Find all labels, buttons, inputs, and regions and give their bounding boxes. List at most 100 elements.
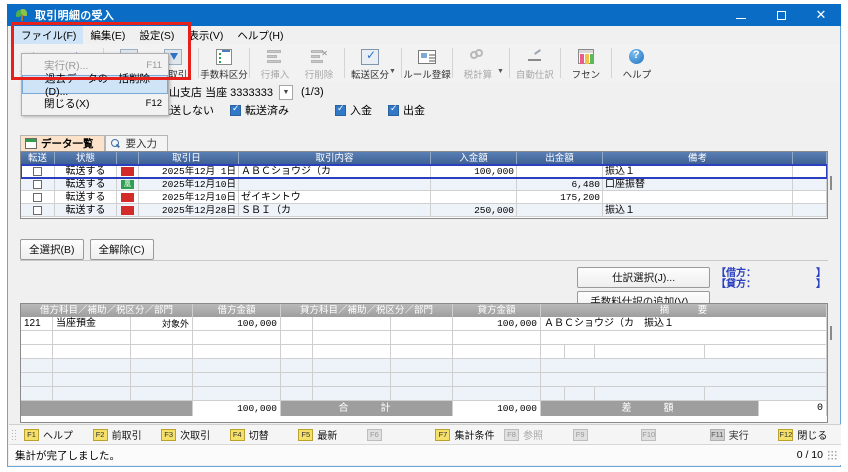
credit-amount: 100,000 bbox=[453, 317, 541, 331]
fkey-f3-label: 次取引 bbox=[180, 431, 211, 442]
row-checkbox[interactable] bbox=[21, 178, 55, 191]
journal-row[interactable] bbox=[21, 359, 827, 373]
menu-item-close[interactable]: 閉じる(X) F12 bbox=[22, 94, 168, 113]
toolbar-transfer-category[interactable]: 転送区分 bbox=[348, 46, 392, 82]
difference-label: 差 額 bbox=[541, 401, 759, 416]
row-deposit bbox=[431, 178, 517, 191]
journal-note: ＡＢＣショウジ（カ 振込１ bbox=[541, 317, 827, 331]
fkey-f4[interactable]: F4 切替 bbox=[224, 427, 293, 442]
fkey-f1-label: ヘルプ bbox=[43, 431, 73, 442]
menu-item-bulk-delete-past-data[interactable]: 過去データの一括削除(D)... bbox=[22, 73, 168, 98]
row-checkbox[interactable] bbox=[21, 191, 55, 204]
status-message: 集計が完了しました。 bbox=[15, 449, 120, 462]
maximize-icon[interactable] bbox=[761, 4, 801, 26]
filter-withdrawal[interactable]: 出金 bbox=[388, 102, 425, 118]
credit-name bbox=[313, 317, 391, 331]
menu-file[interactable]: ファイル(F) bbox=[14, 25, 84, 45]
menu-edit[interactable]: 編集(E) bbox=[90, 29, 126, 42]
toolbar-delete-row[interactable]: ✕ 行削除 bbox=[297, 46, 341, 82]
toolbar-sticky-note[interactable]: フセン bbox=[564, 46, 608, 82]
fkey-f7[interactable]: F7 集計条件 bbox=[429, 427, 498, 442]
row-date: 2025年12月10日 bbox=[139, 178, 239, 191]
row-flag bbox=[117, 165, 139, 178]
table-row[interactable]: 転送する 2025年12月28日 ＳＢＩ（カ 250,000 振込１ bbox=[21, 204, 827, 217]
chevron-down-icon[interactable]: ▼ bbox=[496, 67, 504, 75]
fkey-f9-key: F9 bbox=[572, 428, 588, 441]
toolbar-fee-category[interactable]: 手数料区分 bbox=[200, 46, 248, 82]
fkey-f3[interactable]: F3 次取引 bbox=[155, 427, 224, 442]
chevron-down-icon[interactable]: ▼ bbox=[279, 84, 293, 100]
journal-grid-header: 借方科目／補助／税区分／部門 借方金額 貸方科目／補助／税区分／部門 貸方金額 … bbox=[21, 304, 827, 317]
fkey-f10-key: F10 bbox=[641, 428, 657, 441]
column-date: 取引日 bbox=[139, 152, 239, 165]
journal-row[interactable] bbox=[21, 373, 827, 387]
total-label: 合 計 bbox=[281, 401, 453, 416]
table-row[interactable]: 転送する 2025年12月10日 ゼイキントウ 175,200 bbox=[21, 191, 827, 204]
fkey-f11: F11 実行 bbox=[704, 427, 773, 442]
toolbar-auto-journal[interactable]: 自動仕訳 bbox=[513, 46, 557, 82]
menu-settings[interactable]: 設定(S) bbox=[139, 29, 175, 42]
journal-row[interactable] bbox=[21, 345, 827, 359]
toolbar-rule-register[interactable]: ルール登録 bbox=[403, 46, 451, 82]
journal-row[interactable] bbox=[21, 387, 827, 401]
row-checkbox[interactable] bbox=[21, 165, 55, 178]
row-checkbox[interactable] bbox=[21, 204, 55, 217]
table-row[interactable]: 転送する 2025年12月 1日 ＡＢＣショウジ（カ 100,000 振込１ bbox=[21, 164, 827, 179]
fkey-f12[interactable]: F12 閉じる bbox=[772, 427, 841, 442]
close-icon[interactable]: ✕ bbox=[815, 7, 827, 23]
journal-row[interactable]: 121 当座預金 対象外 100,000 100,000 ＡＢＣショウジ（カ 振… bbox=[21, 317, 827, 331]
status-counter: 0 / 10 bbox=[796, 449, 823, 461]
toolbar-separator bbox=[249, 48, 250, 78]
tab-input-required[interactable]: 要入力 bbox=[104, 135, 168, 151]
deselect-all-button[interactable]: 全解除(C) bbox=[89, 239, 154, 260]
toolbar-delete-row-label: 行削除 bbox=[304, 70, 334, 81]
chevron-down-icon[interactable]: ▼ bbox=[389, 67, 396, 75]
fkey-f8-label: 参照 bbox=[523, 431, 544, 442]
column-description: 取引内容 bbox=[239, 152, 431, 165]
app-plant-icon bbox=[15, 8, 29, 22]
scroll-indicator[interactable] bbox=[830, 176, 832, 190]
toolbar-tax-calc[interactable]: 税計算 bbox=[456, 46, 500, 82]
journal-entry-grid[interactable]: 借方科目／補助／税区分／部門 借方金額 貸方科目／補助／税区分／部門 貸方金額 … bbox=[20, 303, 828, 423]
row-memo bbox=[603, 191, 793, 204]
fkey-f5[interactable]: F5 最新 bbox=[292, 427, 361, 442]
toolbar-tax-calc-label: 税計算 bbox=[463, 70, 493, 81]
scroll-indicator[interactable] bbox=[830, 326, 832, 340]
transaction-grid[interactable]: 転送 状態 取引日 取引内容 入金額 出金額 備考 転送する 2025年12月 … bbox=[20, 151, 828, 219]
select-journal-button[interactable]: 仕訳選択(J)... bbox=[577, 267, 710, 288]
select-all-button[interactable]: 全選択(B) bbox=[20, 239, 84, 260]
filter-transferred[interactable]: 転送済み bbox=[230, 102, 289, 118]
menu-help[interactable]: ヘルプ(H) bbox=[237, 29, 284, 42]
menu-view[interactable]: 表示(V) bbox=[188, 29, 224, 42]
drag-grip[interactable] bbox=[11, 428, 16, 441]
filter-deposit[interactable]: 入金 bbox=[335, 102, 372, 118]
filter-deposit-label: 入金 bbox=[350, 105, 372, 117]
row-description: ＡＢＣショウジ（カ bbox=[239, 165, 431, 178]
toolbar-fee-category-label: 手数料区分 bbox=[200, 70, 248, 81]
row-flag: 凰 bbox=[117, 178, 139, 191]
tab-data-list[interactable]: データ一覧 bbox=[20, 135, 105, 151]
fkey-f11-key: F11 bbox=[709, 428, 725, 441]
toolbar-insert-row-label: 行挿入 bbox=[260, 70, 290, 81]
resize-grip-icon[interactable] bbox=[827, 450, 837, 460]
row-withdrawal bbox=[517, 165, 603, 178]
row-deposit: 250,000 bbox=[431, 204, 517, 217]
row-date: 2025年12月28日 bbox=[139, 204, 239, 217]
file-menu-popup[interactable]: 実行(R)... F11 過去データの一括削除(D)... 閉じる(X) F12 bbox=[21, 53, 169, 116]
fkey-f2-label: 前取引 bbox=[111, 431, 142, 442]
checkbox-icon bbox=[388, 103, 399, 116]
journal-row[interactable] bbox=[21, 331, 827, 345]
row-withdrawal bbox=[517, 204, 603, 217]
toolbar-insert-row[interactable]: 行挿入 bbox=[253, 46, 297, 82]
minimize-icon[interactable] bbox=[721, 4, 761, 26]
fkey-f2[interactable]: F2 前取引 bbox=[87, 427, 156, 442]
fkey-f8-key: F8 bbox=[504, 428, 520, 441]
selection-buttons: 全選択(B) 全解除(C) bbox=[20, 239, 154, 260]
toolbar-separator bbox=[344, 48, 345, 78]
table-row[interactable]: 転送する 凰 2025年12月10日 6,480 口座振替 bbox=[21, 178, 827, 191]
toolbar-help[interactable]: ヘルプ bbox=[615, 46, 659, 82]
menu-item-execute[interactable]: 実行(R)... F11 bbox=[22, 56, 168, 75]
tag-icon bbox=[576, 48, 596, 66]
fkey-f1[interactable]: F1 ヘルプ bbox=[18, 427, 87, 442]
